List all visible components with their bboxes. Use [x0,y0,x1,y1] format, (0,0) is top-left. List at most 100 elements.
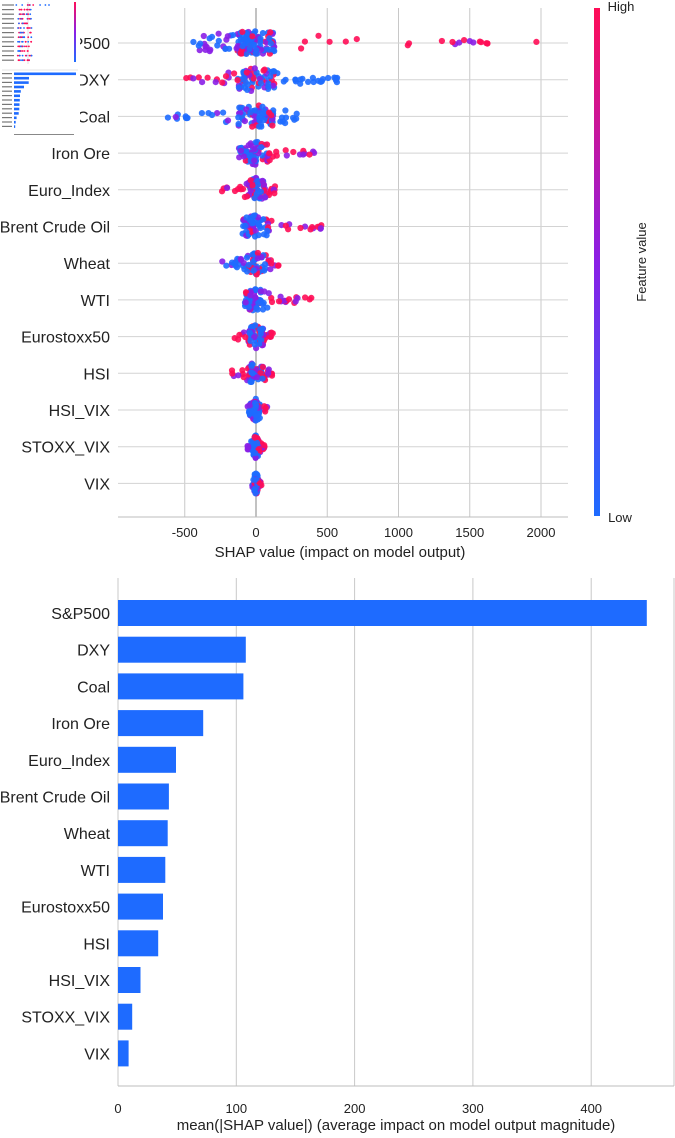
shap-point-hsi [259,364,266,371]
beeswarm-x-tick-label: 1000 [384,525,413,540]
shap-point-dxy [243,69,250,76]
thumb-dot [30,40,32,43]
shap-point-iron-ore [252,139,259,146]
thumb-bar [14,76,29,80]
bar-x-tick-label: 100 [225,1101,247,1116]
shap-point-coal [261,116,268,124]
thumb-dot [21,59,24,62]
shap-point-eurostoxx50 [231,335,238,342]
shap-point-stoxx-vix [252,450,259,457]
shap-point-wheat [254,249,261,257]
bar-x-tick-label: 400 [580,1101,602,1116]
shap-point-wti [292,298,299,305]
shap-point-eurostoxx50 [251,334,258,341]
shap-point-eurostoxx50 [247,337,254,344]
shap-point-euro-index [224,184,231,191]
thumb-dot [22,36,24,39]
thumb-dot [21,40,24,43]
thumb-dot [44,4,47,6]
shap-point-wheat [245,261,252,268]
feature-label-wti: WTI [81,293,110,310]
shap-point-coal [235,120,242,128]
thumb-bar-label [2,103,12,105]
shap-point-hsi [248,378,255,385]
thumb-dot [24,40,27,43]
bar-x-label: mean(|SHAP value|) (average impact on mo… [177,1117,616,1134]
shap-point-coal [224,117,232,124]
shap-point-dxy [231,70,238,77]
colorbar-title: Feature value [634,222,649,302]
thumb-dot [28,45,30,48]
shap-point-iron-ore [251,157,258,164]
thumb-dot [18,54,21,57]
beeswarm-x-tick-label: 1500 [455,525,484,540]
thumb-label [2,36,14,38]
bar-label-s-p500: S&P500 [51,606,110,623]
shap-point-s-p500 [234,42,241,50]
shap-point-s-p500 [266,35,273,42]
shap-point-coal [205,110,212,117]
thumb-dot [23,50,26,52]
thumb-bar [14,72,76,76]
thumb-bar-label [2,77,12,79]
bar-x-tick-label: 200 [344,1101,366,1116]
bar-hsi [118,930,159,957]
shap-point-s-p500 [461,37,468,44]
thumb-dot [22,31,24,34]
shap-point-hsi [265,370,272,377]
shap-point-eurostoxx50 [267,333,274,340]
bar-eurostoxx50 [118,893,163,920]
thumb-bar-label [2,90,12,92]
shap-point-s-p500 [326,38,333,45]
bar-x-tick-label: 300 [462,1101,484,1116]
shap-point-stoxx-vix [252,454,259,461]
thumb-dot [18,31,20,34]
shap-point-s-p500 [206,35,213,42]
bar-euro-index [118,746,176,773]
shap-point-dxy [183,75,190,82]
shap-point-wti [268,298,276,306]
shap-point-wti [242,299,249,306]
thumb-bar-label [2,99,12,101]
shap-point-eurostoxx50 [252,322,259,329]
shap-point-wti [252,286,259,293]
thumb-dot [21,50,24,52]
thumb-label [2,27,14,29]
shap-point-euro-index [251,195,258,202]
shap-point-s-p500 [241,34,248,41]
feature-label-iron-ore: Iron Ore [51,146,110,163]
shap-point-dxy [251,65,258,72]
shap-point-wti [247,292,254,299]
shap-point-hsi-vix [246,402,253,409]
shap-point-hsi [228,367,236,374]
shap-point-stoxx-vix [251,434,258,441]
bar-label-dxy: DXY [77,643,110,660]
shap-point-hsi-vix [262,404,269,411]
shap-point-dxy [260,67,267,74]
shap-point-brent-crude-oil [260,231,268,238]
thumb-dot [26,59,29,62]
bar-chart: S&P500 DXY Coal Iron Ore Euro_Index Brent Cru… [0,578,675,1134]
thumb-dot [16,54,19,57]
shap-point-hsi [248,369,255,376]
shap-point-euro-index [239,185,247,193]
shap-point-s-p500 [229,31,237,39]
bar-hsi-vix [118,967,141,993]
shap-point-brent-crude-oil [257,224,264,232]
shap-point-euro-index [247,177,254,184]
shap-point-dxy [242,79,249,86]
shap-point-brent-crude-oil [260,216,267,223]
thumb-dot [20,59,22,62]
shap-point-hsi [249,361,256,368]
bar-iron-ore [118,710,204,737]
shap-point-brent-crude-oil [242,222,249,229]
shap-point-coal [214,110,221,117]
thumb-bar [14,112,19,115]
thumb-dot [30,17,32,20]
thumb-dot [17,27,19,29]
shap-point-eurostoxx50 [242,334,249,341]
thumb-dot [17,45,20,48]
thumb-dot [29,31,32,34]
thumb-dot [27,36,30,39]
thumb-dot [32,4,35,6]
